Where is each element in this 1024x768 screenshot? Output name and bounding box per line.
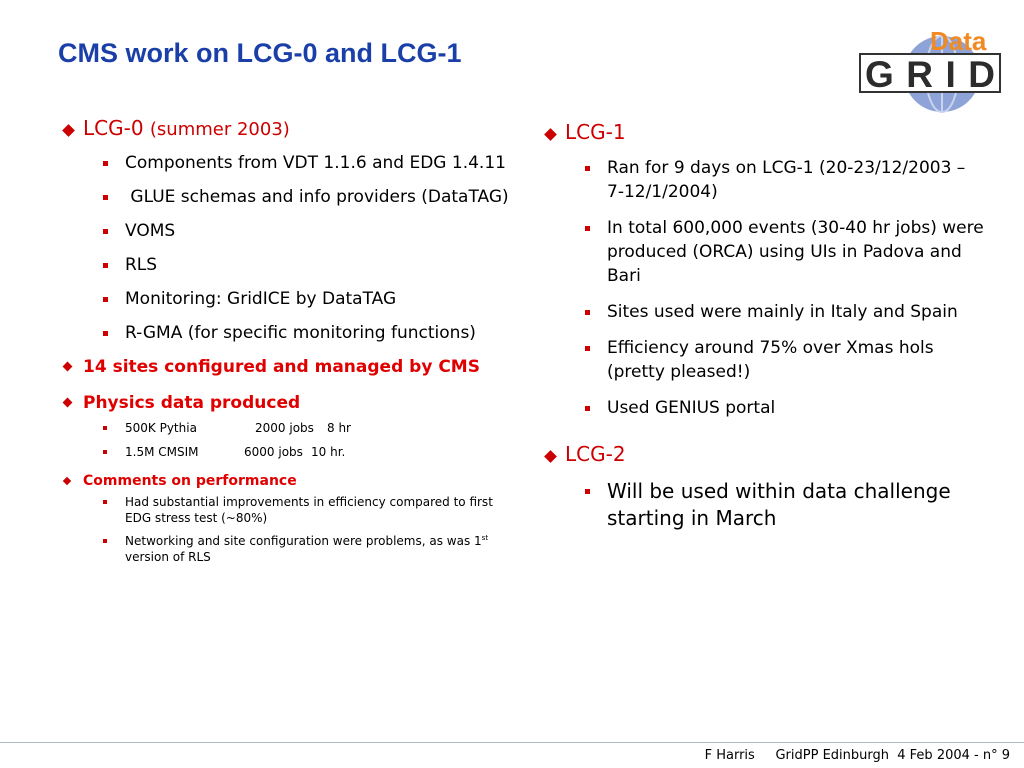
- lcg0-item: R-GMA (for specific monitoring functions…: [62, 322, 512, 344]
- lcg1-item: Efficiency around 75% over Xmas hols (pr…: [544, 336, 984, 384]
- diamond-bullet-icon: [62, 397, 73, 408]
- square-bullet-icon: [585, 310, 590, 315]
- square-bullet-icon: [585, 489, 590, 494]
- svg-text:Data: Data: [930, 26, 987, 56]
- square-bullet-icon: [585, 166, 590, 171]
- lcg1-item: Sites used were mainly in Italy and Spai…: [544, 300, 984, 324]
- bullet-lcg0: LCG-0 (summer 2003): [62, 116, 512, 140]
- lcg1-item: Ran for 9 days on LCG-1 (20-23/12/2003 –…: [544, 156, 984, 204]
- svg-text:GRID: GRID: [865, 54, 995, 95]
- performance-item: Networking and site configuration were p…: [62, 533, 507, 565]
- footer-date: 4 Feb 2004 - n° 9: [897, 748, 1010, 763]
- diamond-bullet-icon: [62, 124, 75, 137]
- datagrid-logo: Data GRID: [858, 24, 1004, 116]
- square-bullet-icon: [103, 450, 107, 454]
- lcg1-item: Used GENIUS portal: [544, 396, 984, 420]
- right-column: LCG-1 Ran for 9 days on LCG-1 (20-23/12/…: [544, 120, 984, 532]
- lcg0-note: (summer 2003): [149, 119, 290, 140]
- diamond-bullet-icon: [62, 476, 72, 486]
- lcg0-item: Components from VDT 1.1.6 and EDG 1.4.11: [62, 152, 512, 174]
- performance-item: Had substantial improvements in efficien…: [62, 494, 507, 526]
- diamond-bullet-icon: [544, 450, 557, 463]
- diamond-bullet-icon: [62, 361, 73, 372]
- footer: F Harris GridPP Edinburgh 4 Feb 2004 - n…: [705, 748, 1010, 763]
- diamond-bullet-icon: [544, 128, 557, 141]
- square-bullet-icon: [103, 426, 107, 430]
- bullet-performance: Comments on performance: [62, 472, 512, 490]
- lcg0-item: Monitoring: GridICE by DataTAG: [62, 288, 512, 310]
- lcg2-item: Will be used within data challenge start…: [544, 478, 984, 532]
- bullet-lcg2: LCG-2: [544, 442, 984, 466]
- square-bullet-icon: [103, 500, 107, 504]
- square-bullet-icon: [103, 195, 108, 200]
- footer-event: GridPP Edinburgh: [775, 748, 889, 763]
- lcg0-item: GLUE schemas and info providers (DataTAG…: [62, 186, 512, 208]
- physics-row: 1.5M CMSIM 6000 jobs 10 hr.: [62, 444, 512, 460]
- square-bullet-icon: [103, 161, 108, 166]
- bullet-lcg1: LCG-1: [544, 120, 984, 144]
- footer-divider: [0, 742, 1024, 743]
- square-bullet-icon: [103, 297, 108, 302]
- footer-author: F Harris: [704, 748, 755, 763]
- square-bullet-icon: [585, 346, 590, 351]
- lcg0-item: VOMS: [62, 220, 512, 242]
- slide-title: CMS work on LCG-0 and LCG-1: [58, 38, 462, 68]
- square-bullet-icon: [103, 539, 107, 543]
- square-bullet-icon: [103, 331, 108, 336]
- bullet-sites: 14 sites configured and managed by CMS: [62, 356, 512, 378]
- physics-row: 500K Pythia 2000 jobs 8 hr: [62, 420, 512, 436]
- lcg0-item: RLS: [62, 254, 512, 276]
- square-bullet-icon: [103, 263, 108, 268]
- left-column: LCG-0 (summer 2003) Components from VDT …: [62, 116, 512, 565]
- bullet-physics: Physics data produced: [62, 392, 512, 414]
- lcg0-label: LCG-0: [83, 116, 144, 140]
- square-bullet-icon: [585, 226, 590, 231]
- square-bullet-icon: [585, 406, 590, 411]
- lcg1-item: In total 600,000 events (30-40 hr jobs) …: [544, 216, 984, 288]
- square-bullet-icon: [103, 229, 108, 234]
